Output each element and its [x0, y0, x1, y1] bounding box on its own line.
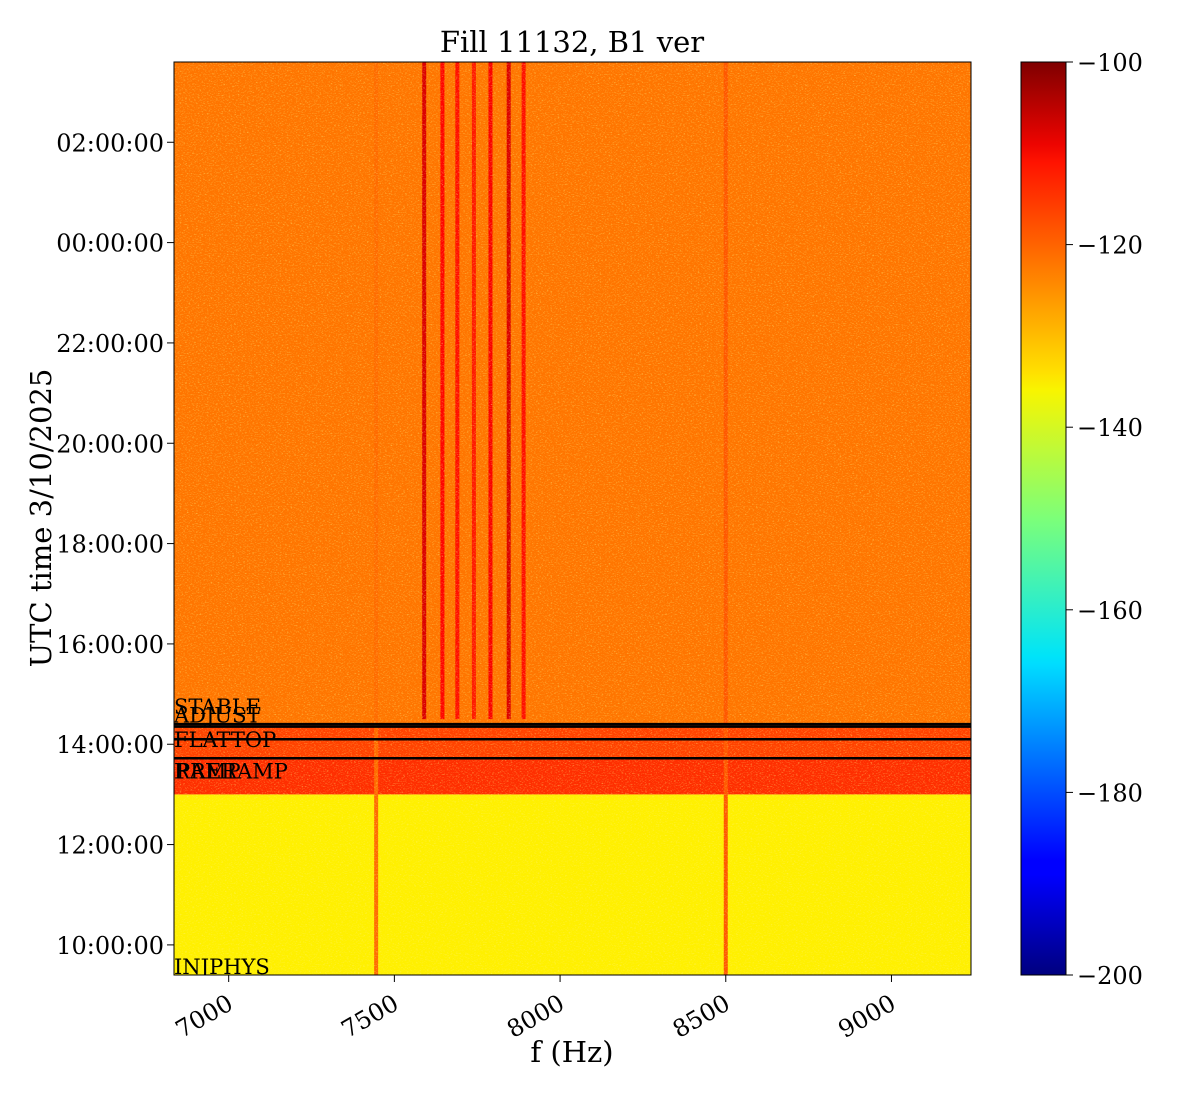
marker-label: STABLE: [174, 695, 261, 719]
colorbar-ticks: −100 −120 −140 −160 −180 −200: [1066, 49, 1143, 990]
y-tick-label: 14:00:00: [56, 731, 164, 759]
marker-label: INJPHYS: [174, 955, 270, 979]
colorbar-gradient: [1020, 61, 1067, 976]
y-tick-label: 20:00:00: [56, 430, 164, 458]
plot-frame: [173, 61, 972, 976]
marker-label: RAMP: [174, 759, 241, 783]
y-tick-label: 00:00:00: [56, 230, 164, 258]
y-tick-label: 18:00:00: [56, 531, 164, 559]
x-tick-label: 7500: [336, 989, 403, 1044]
colorbar: −100 −120 −140 −160 −180 −200: [1020, 49, 1143, 990]
noise-overlay: [174, 62, 971, 975]
y-tick-label: 02:00:00: [56, 129, 164, 157]
y-tick-label: 10:00:00: [56, 932, 164, 960]
colorbar-tick-label: −100: [1077, 49, 1143, 77]
colorbar-tick-label: −120: [1077, 232, 1143, 260]
y-tick-label: 12:00:00: [56, 832, 164, 860]
y-axis-label: UTC time 3/10/2025: [24, 369, 58, 668]
chart-title: Fill 11132, B1 ver: [440, 25, 704, 59]
marker-label: FLATTOP: [174, 728, 276, 752]
y-axis-ticks: 10:00:00 12:00:00 14:00:00 16:00:00 18:00:00…: [56, 129, 174, 960]
y-tick-label: 22:00:00: [56, 330, 164, 358]
marker-label: ADJUST: [173, 704, 261, 728]
y-tick-label: 16:00:00: [56, 631, 164, 659]
x-axis-ticks: 7000 7500 8000 8500 9000: [171, 975, 901, 1044]
x-axis-label: f (Hz): [530, 1035, 613, 1069]
x-tick-label: 7000: [171, 989, 238, 1044]
colorbar-tick-label: −160: [1077, 597, 1143, 625]
colorbar-tick-label: −140: [1077, 414, 1143, 442]
x-tick-label: 8500: [668, 989, 735, 1044]
x-tick-label: 9000: [834, 989, 901, 1044]
marker-label: PRERAMP: [176, 759, 288, 783]
colorbar-tick-label: −200: [1077, 962, 1143, 990]
colorbar-tick-label: −180: [1077, 779, 1143, 807]
